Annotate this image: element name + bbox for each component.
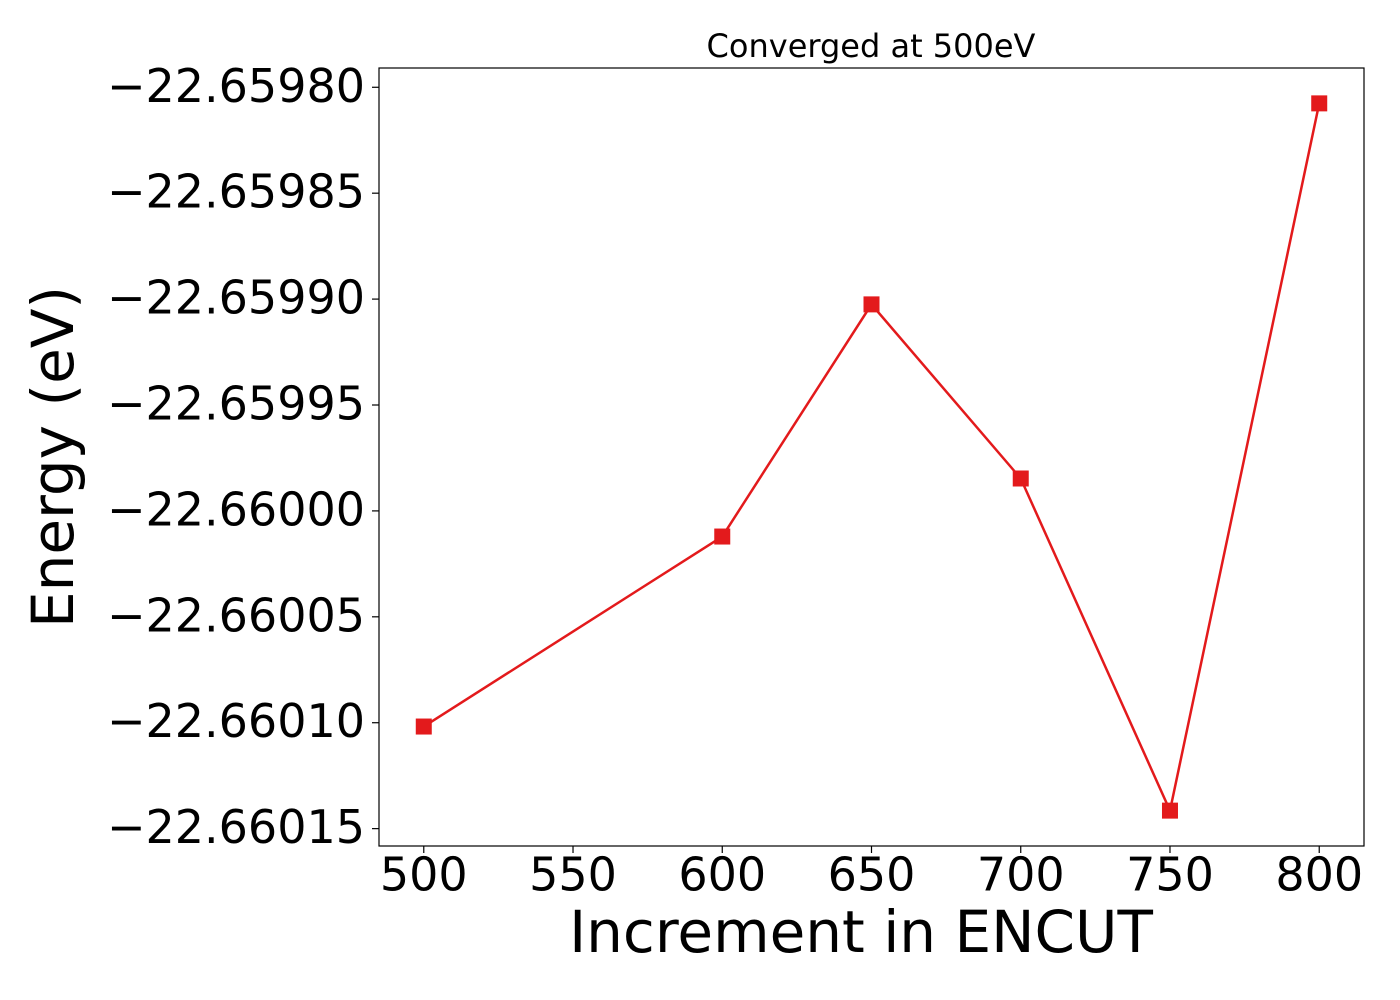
- data-point: [863, 296, 880, 313]
- data-point: [1012, 470, 1029, 487]
- y-tick-label: −22.65990: [107, 271, 365, 325]
- y-tick-label: −22.66010: [107, 694, 365, 748]
- chart-title: Converged at 500eV: [707, 27, 1036, 65]
- y-tick-label: −22.66000: [107, 482, 365, 536]
- data-point: [1161, 802, 1178, 819]
- y-tick-label: −22.65980: [107, 59, 365, 113]
- x-tick-label: 600: [678, 848, 766, 902]
- data-line: [423, 103, 1321, 815]
- plot-frame: [378, 67, 1365, 847]
- data-point: [714, 528, 731, 545]
- y-tick-label: −22.66015: [107, 800, 365, 854]
- x-tick-label: 500: [380, 848, 468, 902]
- data-point: [415, 718, 432, 735]
- y-axis-label: Energy (eV): [19, 286, 87, 628]
- y-tick-label: −22.66005: [107, 588, 365, 642]
- x-tick-label: 550: [529, 848, 617, 902]
- data-point: [1311, 95, 1328, 112]
- x-tick-label: 700: [977, 848, 1065, 902]
- y-tick-label: −22.65995: [107, 376, 365, 430]
- x-tick-label: 650: [828, 848, 916, 902]
- x-tick-label: 750: [1126, 848, 1214, 902]
- x-tick-label: 800: [1275, 848, 1363, 902]
- x-axis-label: Increment in ENCUT: [569, 898, 1153, 966]
- y-tick-label: −22.65985: [107, 165, 365, 219]
